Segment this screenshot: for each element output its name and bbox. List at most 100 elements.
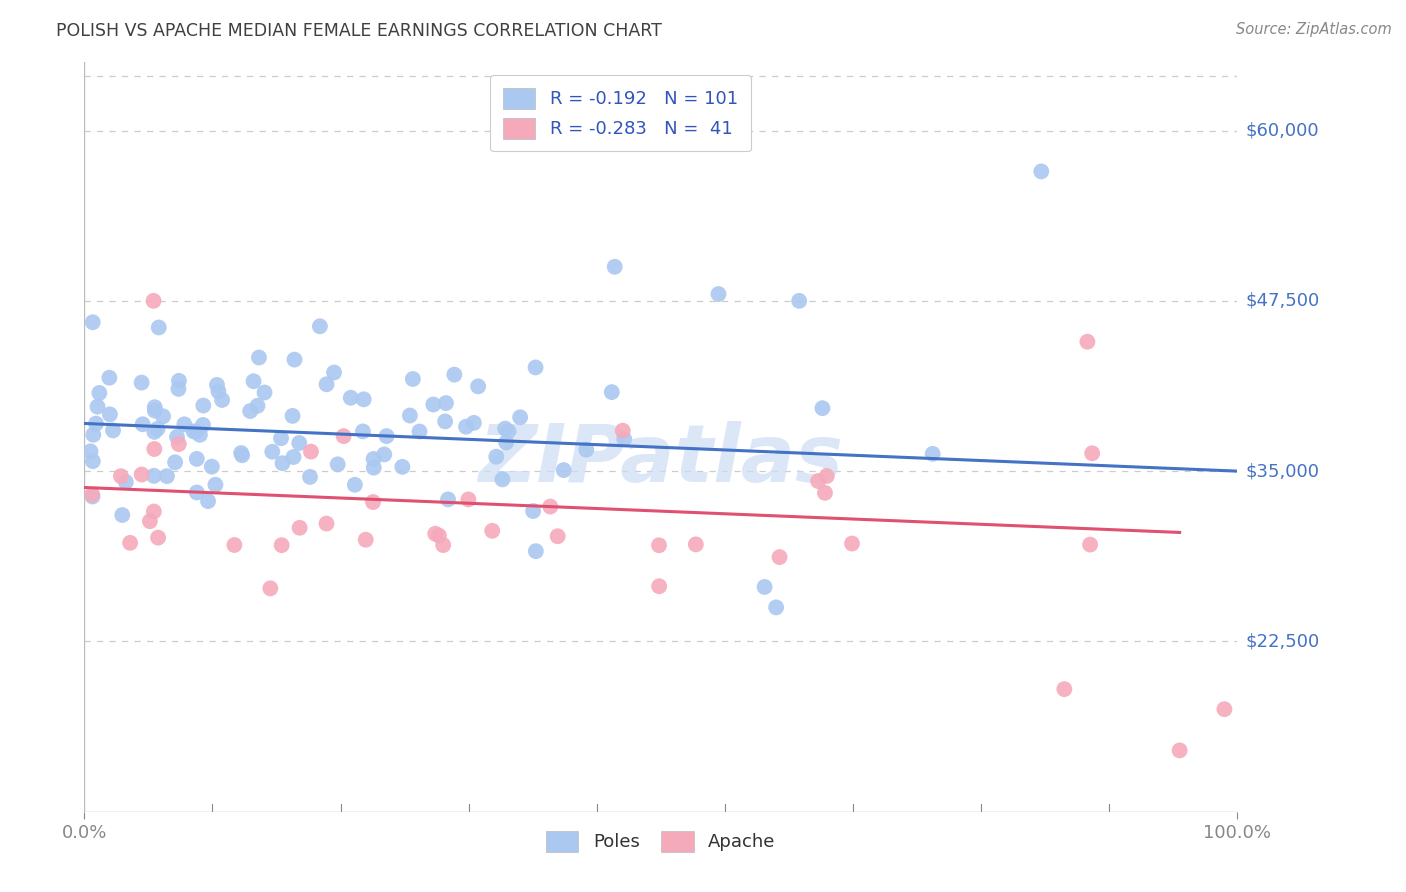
Point (139, 514, 162, 528)
Point (131, 417, 153, 432)
Point (148, 320, 170, 334)
Point (142, 468, 165, 483)
Legend: Poles, Apache: Poles, Apache (538, 823, 783, 859)
Point (309, 319, 332, 334)
Point (765, 600, 787, 615)
Point (613, 432, 636, 446)
Point (184, 425, 207, 439)
Point (82, 490, 104, 504)
Point (86, 400, 108, 414)
Text: $60,000: $60,000 (1246, 121, 1319, 139)
Point (509, 410, 531, 425)
Text: POLISH VS APACHE MEDIAN FEMALE EARNINGS CORRELATION CHART: POLISH VS APACHE MEDIAN FEMALE EARNINGS … (56, 22, 662, 40)
Point (547, 529, 569, 543)
Point (98, 408, 121, 422)
Point (101, 424, 124, 438)
Point (354, 533, 377, 547)
Point (281, 409, 304, 423)
Point (262, 444, 284, 458)
Point (270, 538, 292, 552)
Point (146, 531, 169, 545)
Point (82, 427, 104, 442)
Point (373, 447, 395, 461)
Point (191, 417, 214, 432)
Point (787, 293, 810, 308)
Point (156, 469, 179, 483)
Point (79, 444, 101, 458)
Point (921, 447, 943, 461)
Point (205, 377, 228, 392)
Point (399, 409, 422, 423)
Point (522, 504, 544, 518)
Point (326, 458, 349, 472)
Point (152, 409, 174, 424)
Point (768, 550, 790, 565)
Point (427, 528, 450, 542)
Point (142, 293, 165, 308)
Point (165, 455, 187, 469)
Point (754, 580, 776, 594)
Text: ZIPatlas: ZIPatlas (478, 420, 844, 499)
Point (239, 404, 262, 418)
Point (807, 474, 830, 488)
Point (253, 385, 276, 400)
Point (575, 442, 598, 457)
Point (315, 516, 337, 531)
Point (524, 360, 547, 375)
Point (131, 376, 153, 390)
Point (167, 374, 190, 388)
Point (298, 470, 321, 484)
Point (173, 417, 195, 432)
Point (457, 492, 479, 507)
Point (283, 352, 305, 367)
Point (211, 392, 233, 407)
Point (352, 425, 374, 439)
Text: $35,000: $35,000 (1246, 462, 1320, 480)
Point (204, 477, 226, 491)
Point (432, 538, 454, 552)
Point (186, 485, 208, 500)
Point (553, 463, 575, 477)
Point (494, 422, 516, 436)
Point (437, 492, 460, 507)
Point (707, 287, 730, 301)
Point (339, 391, 361, 405)
Point (143, 401, 166, 415)
Point (434, 414, 457, 428)
Point (231, 448, 253, 462)
Point (82, 454, 104, 468)
Point (84, 417, 107, 431)
Point (183, 425, 205, 439)
Point (283, 450, 305, 464)
Point (463, 416, 485, 430)
Point (491, 472, 513, 486)
Point (1078, 538, 1101, 552)
Point (814, 486, 837, 500)
Point (288, 436, 311, 450)
Point (142, 504, 165, 518)
Point (375, 429, 398, 443)
Point (82, 315, 104, 329)
Point (143, 425, 166, 439)
Point (288, 521, 311, 535)
Point (363, 460, 385, 475)
Point (443, 368, 465, 382)
Point (485, 450, 508, 464)
Point (247, 351, 270, 365)
Point (612, 424, 634, 438)
Point (363, 452, 385, 467)
Point (603, 260, 626, 274)
Point (454, 419, 477, 434)
Point (120, 536, 142, 550)
Point (143, 442, 166, 456)
Point (495, 435, 517, 450)
Text: Source: ZipAtlas.com: Source: ZipAtlas.com (1236, 22, 1392, 37)
Point (332, 429, 354, 443)
Point (188, 428, 211, 442)
Point (467, 379, 489, 393)
Point (538, 500, 561, 514)
Point (146, 422, 169, 436)
Point (98, 370, 121, 384)
Point (1081, 446, 1104, 460)
Point (361, 495, 384, 509)
